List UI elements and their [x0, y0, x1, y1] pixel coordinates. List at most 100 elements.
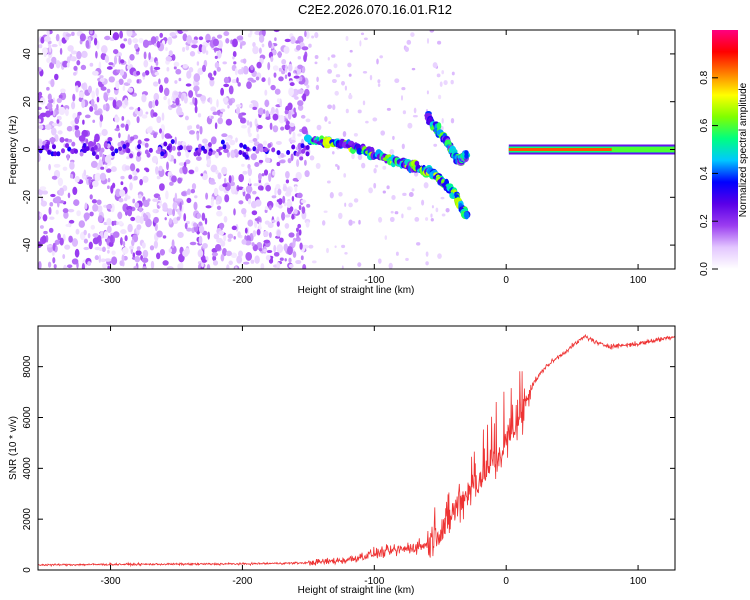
spectrogram-blob — [234, 266, 238, 269]
spectrogram-blob — [111, 151, 116, 157]
spectrogram-blob — [170, 104, 177, 108]
spectrogram-blob — [257, 107, 264, 116]
spectrogram-blob — [224, 194, 230, 203]
spectrogram-blob — [139, 215, 144, 225]
spectrogram-blob — [212, 111, 218, 116]
spectrogram-blob — [406, 39, 412, 45]
spectrogram-blob — [118, 220, 123, 225]
spectrogram-blob — [150, 65, 153, 74]
spectrogram-blob — [152, 81, 159, 87]
spectrogram-blob — [220, 87, 224, 96]
spectrogram-blob — [43, 230, 48, 235]
spectrogram-blob — [70, 148, 75, 154]
spectrogram-blob — [91, 90, 96, 99]
spectrogram-blob — [276, 161, 281, 167]
spectrogram-blob — [71, 141, 76, 147]
spectrogram-blob — [56, 119, 60, 124]
spectrogram-blob — [55, 209, 59, 215]
spectrogram-blob — [344, 85, 348, 91]
spectrogram-blob — [293, 107, 296, 113]
spectrogram-blob — [189, 130, 195, 135]
spectrogram-blob — [297, 64, 303, 70]
spectrogram-blob — [137, 106, 141, 112]
snr-y-tick-label: 6000 — [22, 406, 33, 429]
spectrogram-blob — [300, 199, 307, 204]
spectrogram-blob — [70, 50, 78, 55]
spectrogram-blob — [171, 145, 176, 151]
spectrogram-blob — [119, 189, 126, 197]
spectrogram-blob — [400, 95, 404, 101]
spectrogram-blob — [376, 58, 379, 65]
spectrogram-blob — [248, 132, 252, 138]
spectrogram-blob — [230, 175, 235, 183]
spectrogram-blob — [216, 210, 223, 217]
spectrogram-blob — [251, 242, 255, 247]
spectrogram-blob — [82, 143, 87, 148]
spectrogram-blob — [394, 78, 400, 84]
spectrogram-blob — [138, 37, 144, 44]
spectrogram-blob — [127, 134, 131, 143]
spectrogram-blob — [327, 69, 333, 74]
spectrogram-blob — [121, 115, 125, 121]
spectrogram-blob — [186, 220, 190, 225]
spectrogram-blob — [239, 117, 246, 124]
spectrogram-blob — [194, 195, 198, 199]
spectrogram-blob — [223, 177, 227, 184]
spectrogram-blob — [152, 208, 157, 213]
spectrogram-blob — [202, 242, 208, 249]
spectrogram-blob — [49, 62, 55, 70]
spectrogram-blob — [292, 131, 296, 139]
spectrogram-blob — [182, 166, 186, 172]
spectrogram-blob — [213, 187, 219, 197]
spectrogram-blob — [213, 47, 220, 51]
spectrogram-blob — [401, 143, 405, 150]
spectrogram-blob — [174, 80, 178, 84]
spectrogram-blob — [222, 97, 229, 103]
spectrogram-blob — [125, 142, 130, 148]
spectrogram-blob — [72, 112, 77, 119]
spectrogram-blob — [68, 219, 75, 224]
spectrogram-blob — [348, 202, 353, 208]
spectrogram-blob — [38, 106, 42, 111]
spectrogram-blob — [423, 182, 429, 189]
spectrogram-blob — [162, 202, 168, 211]
spectrogram-blob — [284, 124, 290, 131]
spectrogram-blob — [150, 260, 155, 269]
spectrogram-blob — [379, 55, 383, 59]
spectrogram-blob — [127, 58, 131, 66]
spectrogram-blob — [289, 82, 295, 87]
spectrogram-x-ticks: -300 -200 -100 0 100 — [101, 30, 647, 286]
spectrogram-blob — [126, 30, 133, 37]
spectrogram-blob — [204, 217, 208, 225]
spectrogram-blob — [251, 210, 258, 216]
spectrogram-blob — [314, 31, 319, 39]
spectrogram-blob — [209, 181, 216, 185]
spectrogram-blob — [77, 111, 82, 116]
spectrogram-blob — [242, 187, 245, 192]
spectrogram-blob — [166, 145, 171, 151]
spectrogram-blob — [372, 117, 378, 122]
spectrogram-blob — [289, 139, 296, 144]
spectrogram-blob — [107, 136, 113, 142]
spectrogram-blob — [405, 257, 409, 261]
snr-y-tick-label: 4000 — [22, 457, 33, 480]
spectrogram-blob — [257, 124, 263, 130]
spectrogram-blob — [373, 168, 377, 174]
spectrogram-blob — [111, 250, 116, 256]
spectrogram-blob — [194, 105, 198, 114]
colorbar-tick-label: 0.6 — [699, 118, 710, 132]
spectrogram-blob — [157, 205, 160, 209]
spectrogram-blob — [215, 169, 219, 175]
spectrogram-blob — [211, 252, 219, 257]
spectrogram-blob — [107, 177, 111, 183]
spectrogram-blob — [345, 108, 349, 114]
spectrogram-blob — [92, 119, 96, 124]
spectrogram-blob — [250, 153, 257, 161]
colorbar-tick-label: 0.4 — [699, 166, 710, 180]
spectrogram-blob — [126, 64, 132, 70]
spectrogram-blob — [217, 117, 223, 125]
spectrogram-blob — [127, 223, 133, 233]
spectrogram-blob — [302, 264, 307, 269]
spectrogram-blob — [391, 195, 396, 200]
spectrogram-blob — [297, 89, 304, 95]
